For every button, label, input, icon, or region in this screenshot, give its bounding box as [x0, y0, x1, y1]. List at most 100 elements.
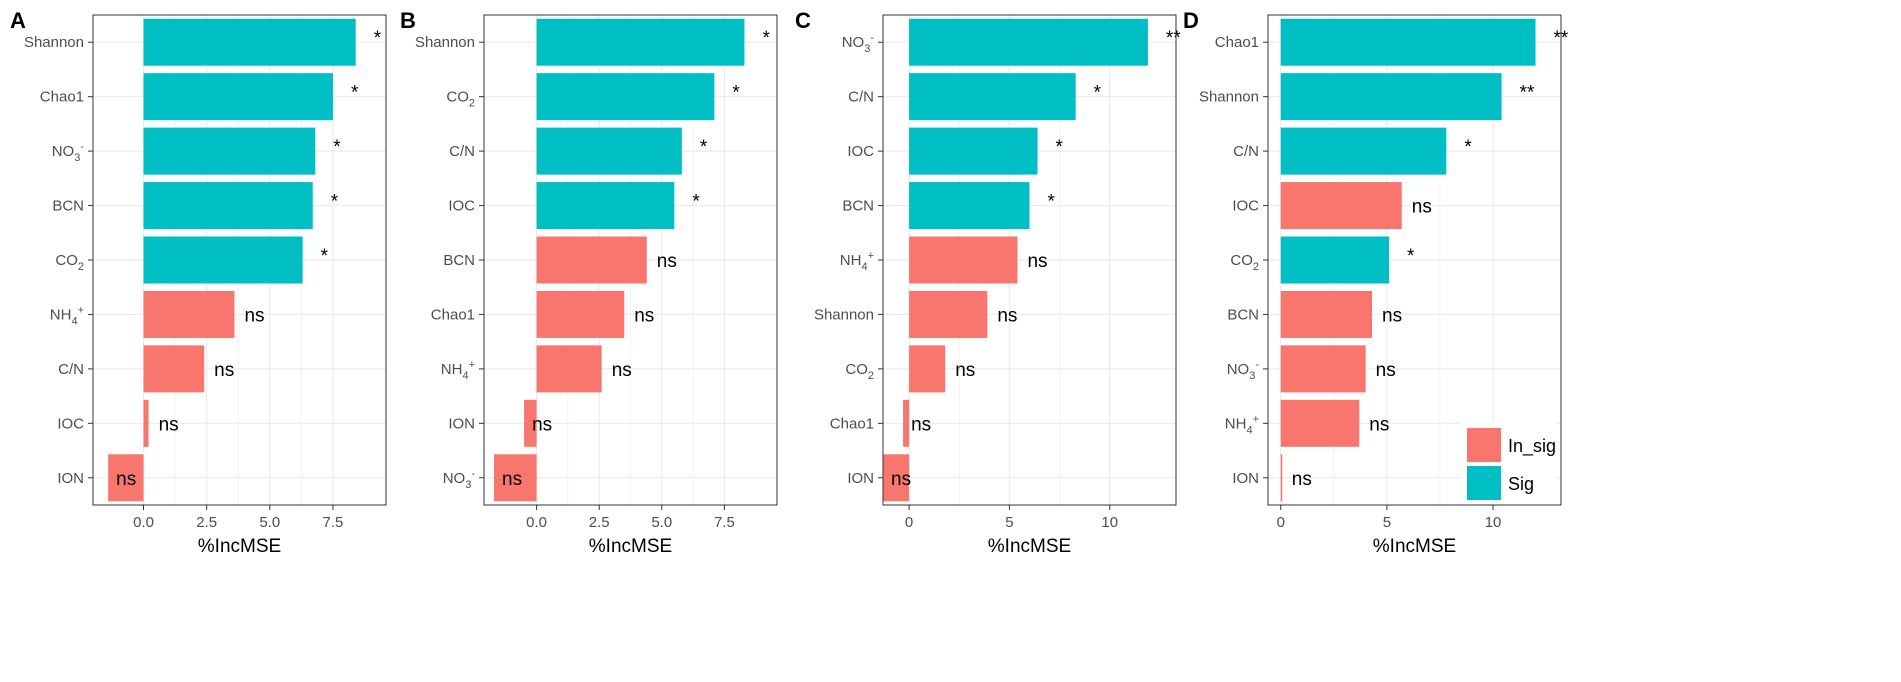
- y-tick-label: NO3-: [842, 32, 875, 55]
- sig-label: *: [700, 137, 708, 158]
- bar-B-7: [524, 399, 537, 447]
- sig-label: *: [331, 192, 339, 213]
- panel-A: * Shannon * Chao1 * NO3- * BCN * CO2 ns NH4+ ns C/N ns…: [10, 8, 387, 557]
- bar-C-6: [909, 345, 946, 393]
- panel-letter: B: [400, 8, 416, 33]
- sig-label: ns: [502, 469, 522, 490]
- sig-label: *: [1407, 246, 1415, 267]
- y-tick-label: BCN: [52, 198, 84, 215]
- x-tick-label: 2.5: [589, 514, 610, 531]
- y-tick-label: BCN: [842, 198, 874, 215]
- bar-C-5: [909, 290, 988, 338]
- bar-B-6: [536, 345, 602, 393]
- y-tick-label: Shannon: [1199, 89, 1259, 106]
- sig-label: ns: [891, 469, 911, 490]
- bar-D-6: [1280, 345, 1366, 393]
- y-tick-label: NO3-: [1227, 359, 1260, 382]
- y-tick-label: ION: [1232, 470, 1259, 487]
- sig-label: ns: [159, 414, 179, 435]
- bar-B-8: [494, 454, 537, 502]
- y-tick-label: BCN: [1227, 306, 1259, 323]
- x-tick-label: 0.0: [526, 514, 547, 531]
- panel-border: [92, 14, 387, 506]
- x-tick-label: 0.0: [133, 514, 154, 531]
- bar-A-6: [143, 345, 205, 393]
- bar-D-7: [1280, 399, 1360, 447]
- y-tick-label: Shannon: [415, 34, 475, 51]
- sig-label: ns: [612, 360, 632, 381]
- legend-swatch-Sig: [1467, 466, 1501, 500]
- x-tick-label: 5: [1005, 514, 1013, 531]
- y-tick-label: Chao1: [40, 89, 84, 106]
- bar-A-8: [108, 454, 144, 502]
- panel-border: [1267, 14, 1562, 506]
- sig-label: *: [374, 28, 382, 49]
- y-tick-label: NO3-: [443, 468, 476, 491]
- bar-D-1: [1280, 73, 1502, 121]
- legend-swatch-In_sig: [1467, 428, 1501, 462]
- x-tick-label: 5.0: [651, 514, 672, 531]
- sig-label: *: [732, 83, 740, 104]
- sig-label: ns: [997, 305, 1017, 326]
- y-tick-label: ION: [57, 470, 84, 487]
- bar-B-5: [536, 290, 625, 338]
- bar-C-4: [909, 236, 1018, 284]
- y-tick-label: C/N: [449, 143, 475, 160]
- bar-D-5: [1280, 290, 1373, 338]
- bar-A-0: [143, 18, 356, 66]
- y-tick-label: ION: [448, 415, 475, 432]
- y-tick-label: CO2: [845, 361, 874, 382]
- y-tick-label: Chao1: [830, 415, 874, 432]
- sig-label: ns: [116, 469, 136, 490]
- y-tick-label: C/N: [848, 89, 874, 106]
- sig-label: *: [762, 28, 770, 49]
- bar-A-5: [143, 290, 235, 338]
- bar-D-2: [1280, 127, 1447, 175]
- y-tick-label: Shannon: [814, 306, 874, 323]
- sig-label: ns: [657, 251, 677, 272]
- bar-B-4: [536, 236, 647, 284]
- x-axis-label: %IncMSE: [589, 536, 672, 557]
- y-tick-label: NH4+: [1225, 413, 1259, 436]
- sig-label: ns: [911, 414, 931, 435]
- panel-D: **Chao1**Shannon*C/NnsIOC*CO2nsBCNnsNO3-…: [1183, 8, 1569, 557]
- bar-C-7: [903, 399, 910, 447]
- y-tick-label: NH4+: [50, 304, 84, 327]
- sig-label: ns: [1376, 360, 1396, 381]
- bar-D-3: [1280, 182, 1402, 230]
- sig-label: ns: [1412, 197, 1432, 218]
- sig-label: *: [1048, 192, 1056, 213]
- x-tick-label: 10: [1101, 514, 1118, 531]
- sig-label: ns: [214, 360, 234, 381]
- sig-label: *: [333, 137, 341, 158]
- y-tick-label: IOC: [448, 198, 475, 215]
- x-tick-label: 7.5: [323, 514, 344, 531]
- y-tick-label: C/N: [58, 361, 84, 378]
- x-axis-label: %IncMSE: [988, 536, 1071, 557]
- y-tick-label: C/N: [1233, 143, 1259, 160]
- y-tick-label: Chao1: [431, 306, 475, 323]
- x-tick-label: 0: [1277, 514, 1285, 531]
- bar-B-2: [536, 127, 682, 175]
- bar-C-2: [909, 127, 1038, 175]
- legend-label: In_sig: [1508, 436, 1556, 457]
- sig-label: ns: [1027, 251, 1047, 272]
- bar-B-1: [536, 73, 715, 121]
- x-tick-label: 0: [905, 514, 913, 531]
- x-tick-label: 5.0: [259, 514, 280, 531]
- sig-label: *: [321, 246, 329, 267]
- sig-label: *: [351, 83, 359, 104]
- panel-border: [483, 14, 778, 506]
- y-tick-label: NH4+: [840, 250, 874, 273]
- bar-C-0: [909, 18, 1148, 66]
- legend: In_sig Sig: [1462, 422, 1556, 502]
- panel-letter: A: [10, 8, 26, 33]
- bar-A-4: [143, 236, 303, 284]
- bar-D-8: [1280, 454, 1283, 502]
- y-tick-label: CO2: [446, 89, 475, 110]
- bar-C-1: [909, 73, 1076, 121]
- y-tick-label: NO3-: [52, 141, 85, 164]
- bar-A-1: [143, 73, 333, 121]
- y-tick-label: Shannon: [24, 34, 84, 51]
- x-axis-label: %IncMSE: [198, 536, 281, 557]
